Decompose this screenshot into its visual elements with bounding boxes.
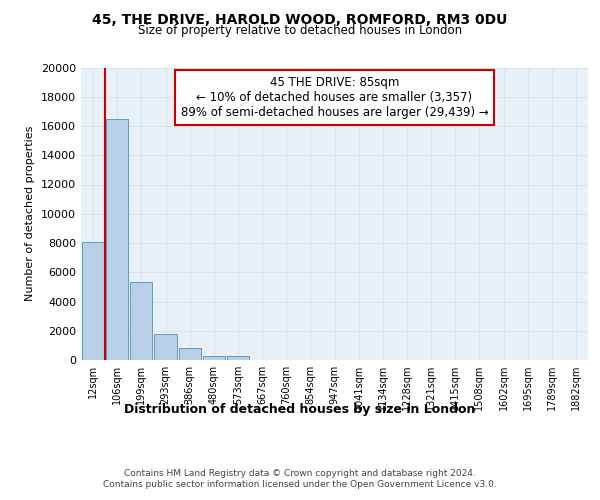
Text: Contains HM Land Registry data © Crown copyright and database right 2024.: Contains HM Land Registry data © Crown c… — [124, 469, 476, 478]
Bar — [179, 348, 201, 360]
Text: 45, THE DRIVE, HAROLD WOOD, ROMFORD, RM3 0DU: 45, THE DRIVE, HAROLD WOOD, ROMFORD, RM3… — [92, 12, 508, 26]
Text: Size of property relative to detached houses in London: Size of property relative to detached ho… — [138, 24, 462, 37]
Bar — [227, 356, 249, 360]
Text: 45 THE DRIVE: 85sqm
← 10% of detached houses are smaller (3,357)
89% of semi-det: 45 THE DRIVE: 85sqm ← 10% of detached ho… — [181, 76, 488, 120]
Bar — [82, 242, 104, 360]
Text: Contains public sector information licensed under the Open Government Licence v3: Contains public sector information licen… — [103, 480, 497, 489]
Bar — [130, 282, 152, 360]
Y-axis label: Number of detached properties: Number of detached properties — [25, 126, 35, 302]
Bar — [154, 334, 176, 360]
Text: Distribution of detached houses by size in London: Distribution of detached houses by size … — [124, 402, 476, 415]
Bar — [203, 356, 225, 360]
Bar — [106, 118, 128, 360]
